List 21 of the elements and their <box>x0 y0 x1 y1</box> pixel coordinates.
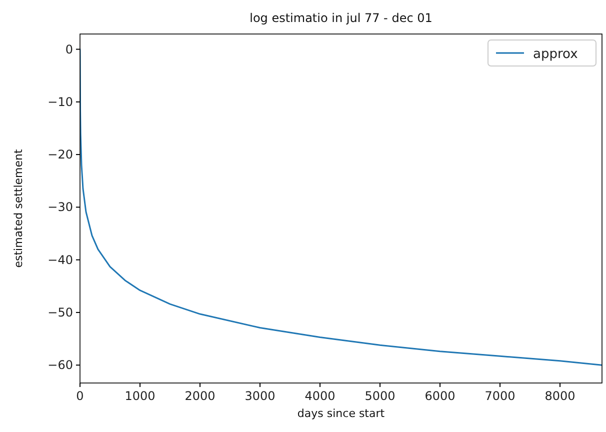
x-tick-label: 5000 <box>364 389 396 403</box>
x-tick-label: 6000 <box>424 389 456 403</box>
y-tick-label: −60 <box>48 358 73 372</box>
y-tick-label: −20 <box>48 148 73 162</box>
x-axis-title: days since start <box>297 407 386 420</box>
x-tick-label: 8000 <box>544 389 576 403</box>
y-tick-label: −30 <box>48 200 73 214</box>
x-tick-label: 2000 <box>184 389 216 403</box>
x-tick-label: 3000 <box>244 389 276 403</box>
y-axis-title: estimated settlement <box>12 148 25 268</box>
line-series <box>80 48 602 366</box>
y-tick-label: 0 <box>65 42 73 56</box>
legend-label: approx <box>533 47 578 62</box>
chart-title: log estimatio in jul 77 - dec 01 <box>250 11 432 25</box>
x-tick-label: 0 <box>76 389 84 403</box>
x-tick-label: 4000 <box>304 389 336 403</box>
y-tick-label: −50 <box>48 305 73 320</box>
y-tick-label: −40 <box>48 252 73 267</box>
x-tick-label: 7000 <box>484 389 516 403</box>
y-tick-label: −10 <box>48 94 73 109</box>
x-tick-label: 1000 <box>124 389 156 403</box>
